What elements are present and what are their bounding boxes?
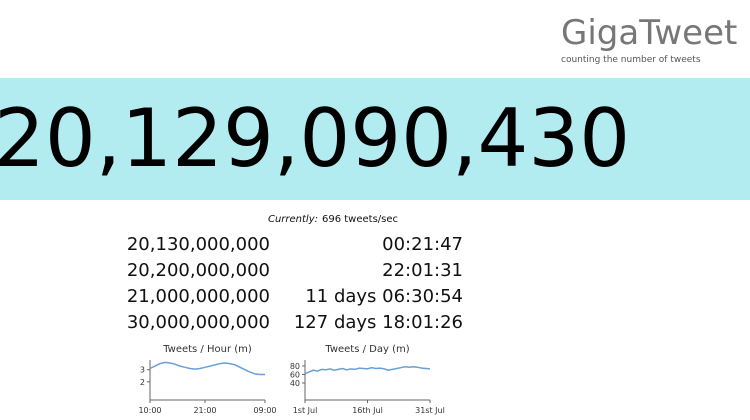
y-tick-label: 80 bbox=[290, 362, 300, 371]
milestone-time: 00:21:47 bbox=[382, 234, 463, 255]
x-tick-label: 21:00 bbox=[193, 406, 216, 415]
chart-title: Tweets / Day (m) bbox=[324, 344, 409, 355]
site-title: GigaTweet bbox=[561, 13, 737, 53]
milestone-count: 30,000,000,000 bbox=[127, 312, 270, 333]
line-series bbox=[304, 366, 431, 375]
x-tick-label: 1st Jul bbox=[293, 406, 318, 415]
y-tick-label: 60 bbox=[290, 370, 300, 379]
milestone-time: 22:01:31 bbox=[382, 260, 463, 281]
milestone-count: 20,200,000,000 bbox=[127, 260, 270, 281]
site-subtitle: counting the number of tweets bbox=[561, 55, 701, 65]
x-tick-label: 31st Jul bbox=[415, 406, 445, 415]
x-tick-label: 09:00 bbox=[253, 406, 276, 415]
line-series bbox=[149, 361, 265, 376]
current-rate: 696 tweets/sec bbox=[322, 214, 398, 225]
counter-band bbox=[0, 78, 750, 200]
current-label: Currently: bbox=[268, 214, 318, 225]
y-tick-label: 2 bbox=[140, 378, 145, 387]
y-tick-label: 40 bbox=[290, 379, 300, 388]
chart-title: Tweets / Hour (m) bbox=[162, 344, 252, 355]
x-tick-label: 16th Jul bbox=[352, 406, 383, 415]
milestone-time: 127 days 18:01:26 bbox=[294, 312, 463, 333]
milestone-count: 21,000,000,000 bbox=[127, 286, 270, 307]
milestone-count: 20,130,000,000 bbox=[127, 234, 270, 255]
counter: 20,129,090,430 bbox=[0, 92, 630, 185]
y-tick-label: 3 bbox=[140, 366, 145, 375]
x-tick-label: 10:00 bbox=[138, 406, 161, 415]
milestone-time: 11 days 06:30:54 bbox=[305, 286, 463, 307]
